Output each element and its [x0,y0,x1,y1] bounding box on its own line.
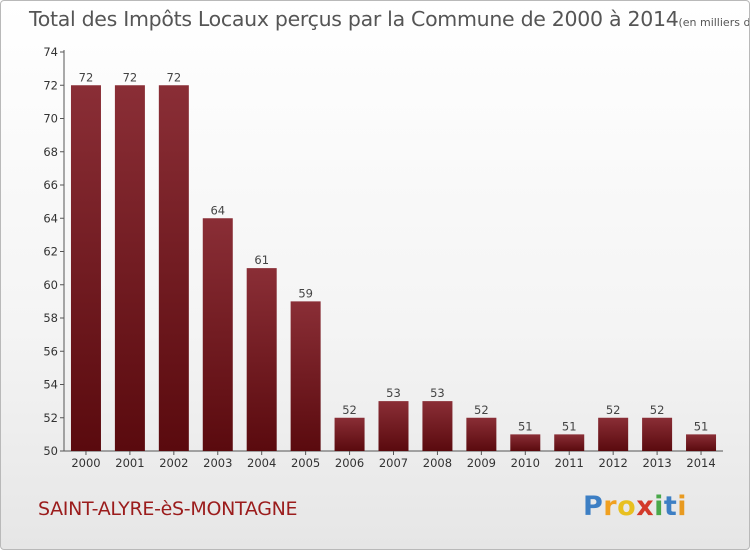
bar [334,417,365,451]
y-tick-label: 72 [43,78,58,92]
y-tick-label: 58 [43,311,58,325]
data-label: 52 [650,403,665,417]
data-label: 52 [606,403,621,417]
y-tick-label: 50 [43,444,58,458]
y-tick-label: 60 [43,278,58,292]
y-tick-label: 52 [43,411,58,425]
data-label: 51 [562,419,577,433]
y-tick-label: 66 [43,178,58,192]
data-label: 52 [474,403,489,417]
data-label: 72 [79,70,94,84]
bar [114,85,145,451]
x-tick-label: 2006 [335,456,364,470]
data-label: 53 [386,386,401,400]
bar [554,434,585,451]
y-tick-label: 56 [43,344,58,358]
data-label: 51 [518,419,533,433]
bar [466,417,497,451]
y-tick-label: 62 [43,245,58,259]
x-tick-label: 2011 [555,456,584,470]
data-label: 51 [694,419,709,433]
bar [422,401,453,451]
data-label: 72 [123,70,138,84]
bar [598,417,629,451]
data-label: 53 [430,386,445,400]
chart-title: Total des Impôts Locaux perçus par la Co… [29,7,750,31]
x-tick-label: 2003 [203,456,232,470]
x-tick-label: 2010 [511,456,540,470]
bar [290,301,321,451]
y-tick-label: 68 [43,145,58,159]
bar [378,401,409,451]
x-tick-label: 2013 [642,456,671,470]
bar [246,268,277,451]
proxiti-logo: Proxiti [583,491,688,522]
y-tick-label: 64 [43,211,58,225]
bar [202,218,233,451]
commune-name: SAINT-ALYRE-èS-MONTAGNE [38,498,298,520]
x-tick-label: 2004 [247,456,276,470]
x-tick-label: 2000 [71,456,100,470]
x-tick-label: 2012 [599,456,628,470]
x-tick-label: 2009 [467,456,496,470]
bar [642,417,673,451]
bar [158,85,189,451]
bar [510,434,541,451]
x-tick-label: 2007 [379,456,408,470]
y-tick-label: 74 [43,45,58,59]
x-tick-label: 2001 [115,456,144,470]
x-tick-label: 2014 [686,456,715,470]
bar [70,85,101,451]
x-tick-label: 2002 [159,456,188,470]
title-text: Total des Impôts Locaux perçus par la Co… [29,7,679,31]
x-tick-label: 2008 [423,456,452,470]
data-label: 72 [167,70,182,84]
data-label: 64 [210,203,225,217]
data-label: 59 [298,286,313,300]
y-tick-label: 70 [43,112,58,126]
bar [686,434,717,451]
data-label: 52 [342,403,357,417]
x-tick-label: 2005 [291,456,320,470]
title-unit: (en milliers d'€) [678,16,750,29]
data-label: 61 [254,253,269,267]
y-tick-label: 54 [43,378,58,392]
